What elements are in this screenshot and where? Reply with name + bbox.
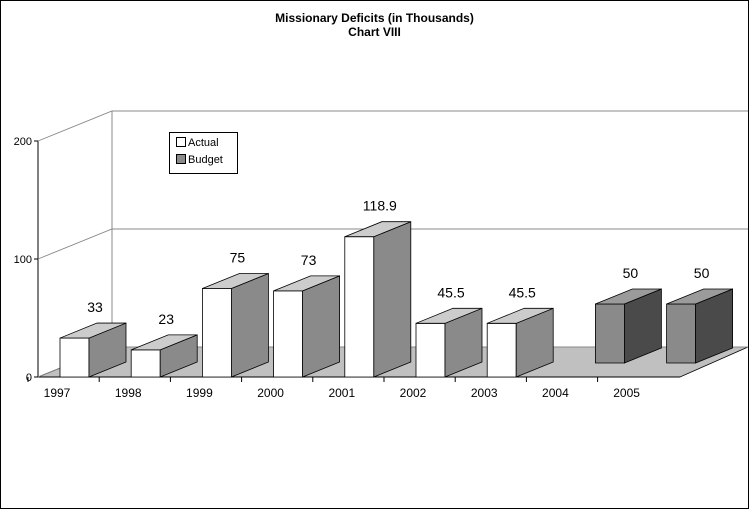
bar-front <box>201 288 232 378</box>
legend-item-budget: Budget <box>176 154 223 167</box>
legend-item-actual: Actual <box>176 137 219 150</box>
legend-swatch-budget <box>176 154 186 165</box>
bar-front <box>59 337 90 378</box>
bar-side <box>373 221 412 378</box>
x-tick-label: 1999 <box>186 386 213 400</box>
data-label: 50 <box>623 265 639 281</box>
bar-top <box>666 288 733 305</box>
data-label: 50 <box>694 265 710 281</box>
y-tick-label: 100 <box>14 254 32 266</box>
x-tick-label: 2004 <box>542 386 569 400</box>
bar-front <box>130 349 161 378</box>
data-label: 75 <box>230 250 246 266</box>
data-label: 45.5 <box>437 284 464 300</box>
bar-front <box>344 236 375 378</box>
bar-side <box>230 272 269 378</box>
bar-front <box>666 303 696 364</box>
x-tick-label: 1997 <box>44 386 71 400</box>
data-label: 118.9 <box>363 198 397 214</box>
legend-label-budget: Budget <box>188 154 223 166</box>
bar-top <box>344 221 411 238</box>
y-tick-label: 0 <box>26 372 32 384</box>
x-tick-label: 1998 <box>115 386 142 400</box>
bar-top <box>131 334 198 351</box>
bar-top <box>487 307 554 324</box>
data-label: 45.5 <box>509 284 536 300</box>
bar-top <box>415 307 483 324</box>
legend: Actual Budget <box>169 132 238 174</box>
gridline <box>37 110 748 142</box>
chart-subtitle: Chart VIII <box>348 25 401 39</box>
bar-top <box>59 322 127 339</box>
data-label: 33 <box>87 299 103 315</box>
gridline <box>37 228 748 260</box>
bar-side <box>302 275 341 378</box>
x-tick-label: 2003 <box>471 386 498 400</box>
bar-top <box>202 273 269 289</box>
data-label: 73 <box>301 252 317 268</box>
chart-title: Missionary Deficits (in Thousands) <box>275 11 474 25</box>
data-label: 23 <box>158 311 174 327</box>
bar-front <box>415 322 446 378</box>
bar-front <box>486 322 517 378</box>
bar-front <box>595 303 625 364</box>
legend-swatch-actual <box>176 137 186 148</box>
y-tick-label: 200 <box>14 136 32 148</box>
bar-top <box>595 288 662 305</box>
x-tick-label: 2005 <box>613 386 640 400</box>
x-tick-label: 2001 <box>328 386 355 400</box>
legend-label-actual: Actual <box>188 137 219 149</box>
x-tick-label: 2000 <box>257 386 284 400</box>
x-tick-label: 2002 <box>400 386 427 400</box>
bar-top <box>273 275 340 292</box>
bar-front <box>273 290 304 378</box>
